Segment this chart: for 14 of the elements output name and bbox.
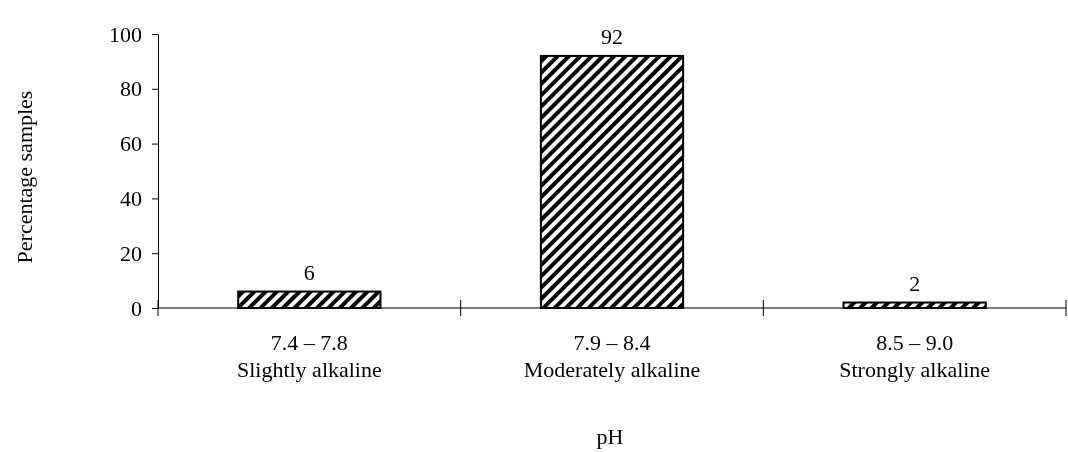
x-tick-label: 8.5 – 9.0 Strongly alkaline: [839, 330, 991, 382]
y-tick-label: 100: [109, 21, 142, 47]
x-tick-label: 7.4 – 7.8 Slightly alkaline: [236, 330, 382, 382]
x-axis-title: pH: [596, 424, 624, 449]
y-tick-label: 0: [131, 295, 142, 321]
y-tick-label: 40: [120, 185, 142, 211]
x-tick-label: 7.9 – 8.4 Moderately alkaline: [523, 330, 701, 382]
y-tick-label: 20: [120, 240, 142, 266]
y-tick-label: 60: [120, 131, 142, 157]
y-tick-label: 80: [120, 76, 142, 102]
data-label: 6: [303, 259, 315, 285]
data-label: 92: [601, 23, 623, 49]
y-axis-title: Percentage samples: [12, 90, 37, 264]
data-label: 2: [909, 270, 921, 296]
